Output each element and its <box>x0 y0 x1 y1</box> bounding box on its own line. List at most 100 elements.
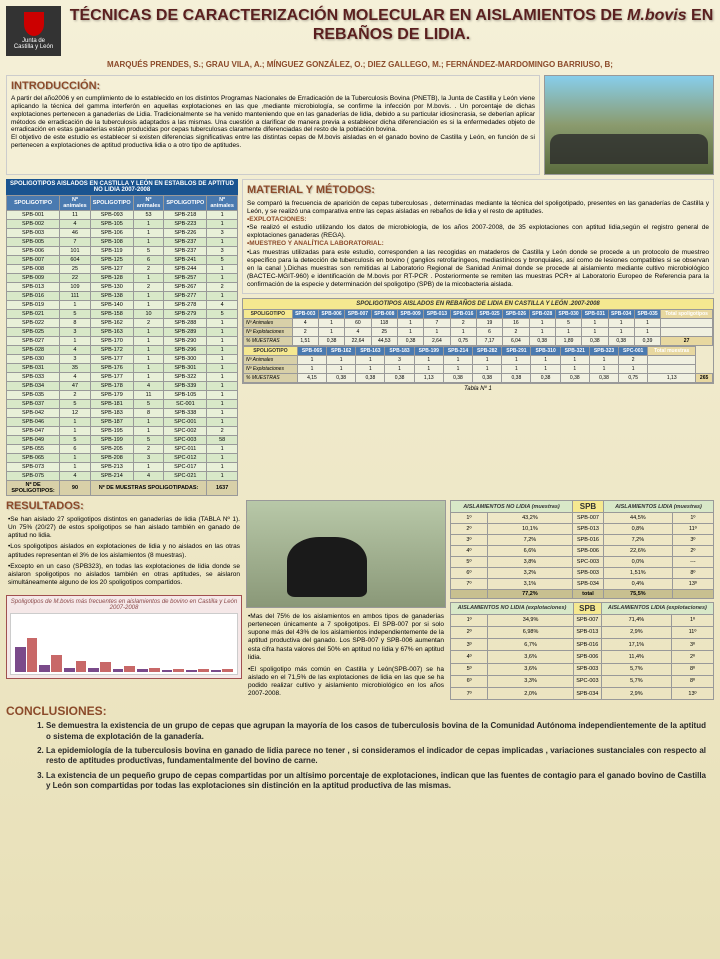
mm-h2: •MUESTREO Y ANALÍTICA LABORATORIAL: <box>247 240 709 248</box>
bar-lidia <box>51 655 62 672</box>
lt-cell: 5 <box>60 436 91 445</box>
lt-cell: SPB-031 <box>7 364 60 373</box>
lt-cell: 11 <box>60 211 91 220</box>
lt-cell: SPB-162 <box>90 319 133 328</box>
lt-cell: SPB-016 <box>7 292 60 301</box>
st-cell: 2º <box>672 545 713 556</box>
lt-cell: SPB-187 <box>90 418 133 427</box>
lt-cell: 4 <box>60 373 91 382</box>
wt-cell: 2 <box>619 356 648 365</box>
wt-cell: % MUESTRAS <box>244 337 293 346</box>
st-cell: 44,5% <box>603 513 672 524</box>
st-cell: 10,1% <box>487 523 572 534</box>
lt-cell: SPB-013 <box>7 283 60 292</box>
wt-cell: 1,51 <box>292 337 318 346</box>
st-cell: SPB-006 <box>573 651 601 663</box>
wt-cell: 1 <box>531 365 560 374</box>
wt-header: SPB-013 <box>424 310 450 319</box>
wt-cell: 0,38 <box>560 374 589 383</box>
mm-title: MATERIAL Y MÉTODOS: <box>247 184 709 198</box>
st-cell: 1º <box>672 513 713 524</box>
wt-cell: 1 <box>356 356 385 365</box>
wt-header: SPB-026 <box>503 310 529 319</box>
bar-lidia <box>124 666 135 672</box>
wide-table-2: SPOLIGOTIPOSPB-065SPB-162SPB-163SPB-183S… <box>243 346 713 383</box>
bar-lidia <box>149 668 160 672</box>
lt-cell: SPB-075 <box>7 472 60 481</box>
lt-cell: 1 <box>207 292 238 301</box>
st2-h1: AISLAMIENTOS NO LIDIA (explotaciones) <box>451 602 574 614</box>
wt-cell: 265 <box>696 374 713 383</box>
small-table-2: AISLAMIENTOS NO LIDIA (explotaciones) SP… <box>450 602 714 701</box>
lt-cell: SPB-172 <box>90 346 133 355</box>
intro-title: INTRODUCCIÓN: <box>11 80 535 93</box>
small-table-1: AISLAMIENTOS NO LIDIA (muestras) SPB AIS… <box>450 500 714 599</box>
lt-cell: SPB-025 <box>7 328 60 337</box>
lt-cell: 2 <box>133 445 164 454</box>
wt-cell: 0,38 <box>589 374 618 383</box>
lt-cell: 5 <box>133 400 164 409</box>
lt-cell: 1 <box>207 355 238 364</box>
st-cell: 5º <box>451 663 488 675</box>
lt-cell: SPB-035 <box>7 391 60 400</box>
wt-cell: Nº Explotaciones <box>244 328 293 337</box>
lt-cell: SPB-001 <box>7 211 60 220</box>
lt-cell: 6 <box>133 256 164 265</box>
lt-cell: 4 <box>133 382 164 391</box>
lt-foot-l: Nº DE SPOLIGOTIPOS: <box>7 481 60 496</box>
lt-cell: 1 <box>133 346 164 355</box>
wt-cell: 1 <box>424 328 450 337</box>
st-cell: 0,4% <box>603 578 672 589</box>
st-cell: 6,7% <box>488 639 574 651</box>
lt-cell: SPB-277 <box>164 292 207 301</box>
wt-cell: 0,38 <box>397 337 423 346</box>
wt-cell: 1 <box>443 356 472 365</box>
lt-cell: 2 <box>133 265 164 274</box>
concl-item: La epidemiología de la tuberculosis bovi… <box>46 746 714 767</box>
st-cell: 13º <box>672 578 713 589</box>
wt-header: SPOLIGOTIPO <box>244 347 298 356</box>
lt-cell: SPB-289 <box>164 328 207 337</box>
st-cell: 3,6% <box>488 651 574 663</box>
wt-cell: 19 <box>476 319 502 328</box>
lt-cell: SPB-177 <box>90 373 133 382</box>
lt-cell: 1 <box>207 220 238 229</box>
lt-cell: 101 <box>60 247 91 256</box>
chart-title: Spoligotipos de M.bovis más frecuentes e… <box>10 599 238 611</box>
lt-cell: 58 <box>207 436 238 445</box>
lt-cell: 3 <box>207 247 238 256</box>
bar-group <box>64 616 86 672</box>
lt-cell: 111 <box>60 292 91 301</box>
lt-cell: 22 <box>60 274 91 283</box>
lt-cell: 2 <box>207 283 238 292</box>
st-cell: 3,3% <box>488 675 574 687</box>
lt-cell: 1 <box>207 265 238 274</box>
bar-nolidia <box>137 669 148 672</box>
st-cell: 8º <box>672 567 713 578</box>
st-cell: 7,2% <box>487 534 572 545</box>
lt-cell: SPB-027 <box>7 337 60 346</box>
lt-cell: 7 <box>60 238 91 247</box>
lt-cell: SPC-003 <box>164 436 207 445</box>
st1-h3: AISLAMIENTOS LIDIA (muestras) <box>603 501 713 513</box>
intro-box: INTRODUCCIÓN: A partir del año2006 y en … <box>6 75 540 175</box>
lt-cell: 2 <box>133 283 164 292</box>
mm-h1: •EXPLOTACIONES: <box>247 216 709 224</box>
lt-foot-r: Nº DE MUESTRAS SPOLIGOTIPADAS: <box>90 481 206 496</box>
wt-cell: 1 <box>473 365 502 374</box>
wt-header: SPB-162 <box>327 347 356 356</box>
lt-cell: 8 <box>133 409 164 418</box>
st-cell: 4º <box>451 651 488 663</box>
bar-nolidia <box>15 647 26 672</box>
wt-cell: 0,38 <box>443 374 472 383</box>
wt-cell: 2 <box>292 328 318 337</box>
wt-header: SPB-065 <box>297 347 326 356</box>
lt-cell: SPB-022 <box>7 319 60 328</box>
st-cell: SPB-003 <box>572 567 603 578</box>
logo-text-bottom: Castilla y León <box>14 44 53 50</box>
st-cell: 6º <box>451 675 488 687</box>
wt-cell: 0,38 <box>502 374 531 383</box>
wt-cell: 1 <box>634 328 660 337</box>
st1-h2: SPB <box>572 501 603 513</box>
lt-cell: SPB-218 <box>164 211 207 220</box>
